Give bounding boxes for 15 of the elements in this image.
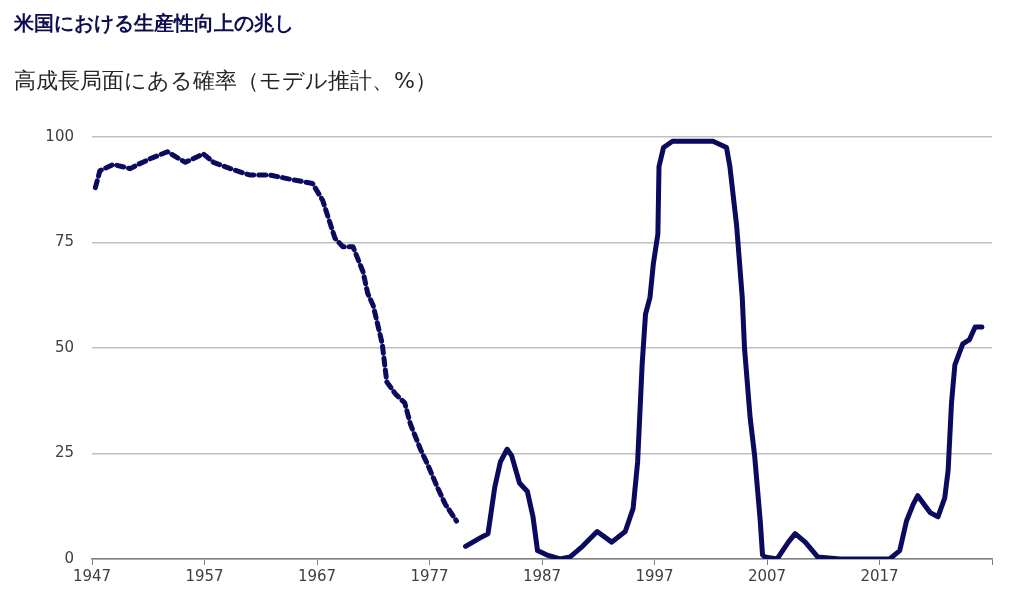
y-tick-label: 25 — [54, 443, 74, 462]
y-tick-label: 100 — [45, 126, 74, 145]
chart-title: 米国における生産性向上の兆し — [14, 10, 294, 37]
x-tick-label: 1987 — [522, 566, 562, 585]
x-tick-label: 1947 — [72, 566, 112, 585]
x-tick-label: 2007 — [747, 566, 787, 585]
y-tick-label: 75 — [54, 232, 74, 251]
x-tick-label: 1977 — [410, 566, 449, 585]
x-tick-label: 1957 — [185, 566, 224, 585]
x-tick-label: 2017 — [860, 566, 899, 585]
x-tick-label: 1967 — [297, 566, 337, 585]
chart-subtitle: 高成長局面にある確率（モデル推計、%） — [14, 67, 437, 95]
y-tick-label: 0 — [64, 548, 74, 567]
y-tick-label: 50 — [54, 337, 74, 356]
x-tick-label: 1997 — [635, 566, 674, 585]
